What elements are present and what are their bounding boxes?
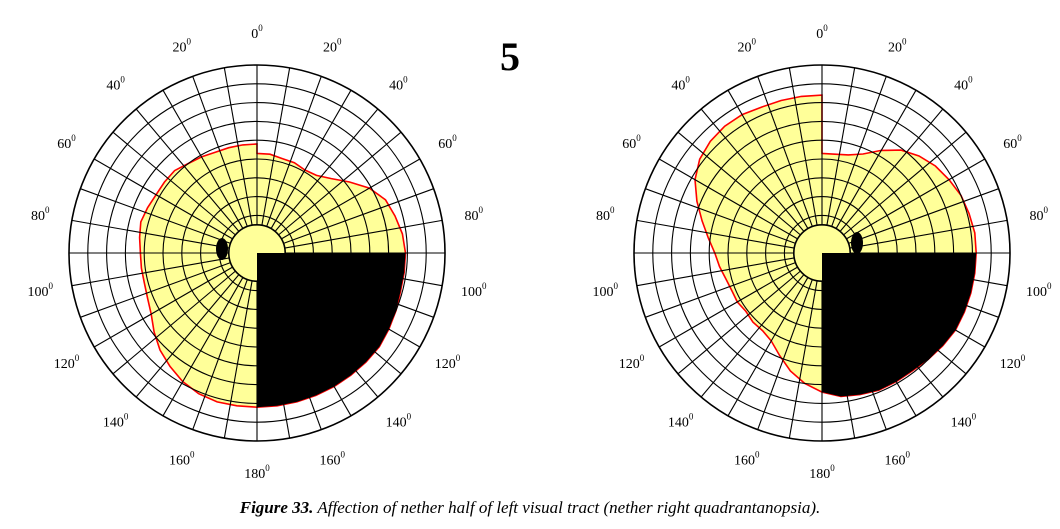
angle-label: 1400 xyxy=(668,412,694,431)
angle-label: 400 xyxy=(106,75,125,94)
angle-label: 800 xyxy=(31,205,50,224)
angle-label: 1000 xyxy=(28,281,54,300)
grid-meridian xyxy=(757,76,813,227)
grid-meridian xyxy=(270,89,352,229)
angle-label: 600 xyxy=(1003,133,1022,152)
angle-label: 1200 xyxy=(54,353,80,372)
grid-meridian xyxy=(93,266,233,348)
left-eye-visual-field-chart: 00 200 200 400 400 600 600 800 800 1000 1000 1200 12… xyxy=(28,23,487,482)
angle-label: 1600 xyxy=(884,450,910,469)
grid-meridian xyxy=(839,108,944,232)
angle-label: 1400 xyxy=(386,412,412,431)
grid-meridian xyxy=(843,131,967,236)
grid-meridian xyxy=(835,89,917,229)
angle-label: 400 xyxy=(954,75,973,94)
angle-label: 600 xyxy=(57,133,76,152)
grid-meridian xyxy=(846,158,986,240)
angle-label: 200 xyxy=(173,36,192,55)
angle-label: 00 xyxy=(816,23,828,42)
grid-meridian xyxy=(135,108,240,232)
grid-meridian xyxy=(112,270,236,375)
grid-meridian xyxy=(266,76,322,227)
angle-label: 600 xyxy=(622,133,641,152)
grid-meridian xyxy=(278,131,402,236)
grid-meridian xyxy=(283,188,434,244)
caption-label: Figure 33. xyxy=(239,498,314,517)
angle-label: 1600 xyxy=(319,450,345,469)
grid-meridian xyxy=(700,108,805,232)
grid-meridian xyxy=(281,158,421,240)
angle-label: 200 xyxy=(323,36,342,55)
angle-label: 1200 xyxy=(435,353,461,372)
grid-meridian xyxy=(223,67,253,226)
angle-label: 1200 xyxy=(619,353,645,372)
grid-meridian xyxy=(162,277,244,417)
grid-meridian xyxy=(636,219,795,249)
panel-number: 5 xyxy=(500,34,520,79)
angle-label: 600 xyxy=(438,133,457,152)
grid-meridian xyxy=(848,188,999,244)
grid-meridian xyxy=(788,67,818,226)
grid-meridian xyxy=(261,67,291,226)
caption-text: Affection of nether half of left visual … xyxy=(313,498,821,517)
grid-meridian xyxy=(757,279,813,430)
figure-caption: Figure 33. Affection of nether half of l… xyxy=(0,498,1060,518)
angle-label: 1600 xyxy=(734,450,760,469)
grid-meridian xyxy=(645,262,796,318)
grid-meridian xyxy=(645,188,796,244)
grid-meridian xyxy=(700,274,805,398)
angle-label: 800 xyxy=(1029,205,1048,224)
grid-meridian xyxy=(71,257,230,287)
grid-meridian xyxy=(658,158,798,240)
grid-meridian xyxy=(135,274,240,398)
grid-meridian xyxy=(727,277,809,417)
grid-meridian xyxy=(274,108,379,232)
grid-meridian xyxy=(788,280,818,439)
angle-label: 800 xyxy=(596,205,615,224)
grid-meridian xyxy=(727,89,809,229)
angle-label: 400 xyxy=(389,75,408,94)
grid-meridian xyxy=(223,280,253,439)
angle-label: 800 xyxy=(464,205,483,224)
angle-label: 1000 xyxy=(461,281,487,300)
grid-meridian xyxy=(849,219,1008,249)
angle-label: 1400 xyxy=(103,412,129,431)
grid-meridian xyxy=(71,219,230,249)
grid-meridian xyxy=(677,131,801,236)
grid-meridian xyxy=(80,188,231,244)
angle-label: 200 xyxy=(738,36,757,55)
blind-spot xyxy=(851,232,863,254)
grid-meridian xyxy=(284,219,443,249)
perimetry-figure: 5 00 200 200 400 400 600 600 800 800 1000 1000 1200… xyxy=(28,23,1052,482)
angle-label: 200 xyxy=(888,36,907,55)
grid-meridian xyxy=(192,279,248,430)
angle-label: 00 xyxy=(251,23,263,42)
angle-label: 1400 xyxy=(951,412,977,431)
angle-label: 1800 xyxy=(809,463,835,482)
grid-meridian xyxy=(658,266,798,348)
angle-label: 400 xyxy=(671,75,690,94)
grid-meridian xyxy=(677,270,801,375)
grid-meridian xyxy=(826,67,856,226)
grid-meridian xyxy=(192,76,248,227)
grid-meridian xyxy=(93,158,233,240)
grid-meridian xyxy=(636,257,795,287)
grid-meridian xyxy=(80,262,231,318)
grid-meridian xyxy=(162,89,244,229)
blind-spot xyxy=(216,238,228,260)
angle-label: 1200 xyxy=(1000,353,1026,372)
angle-label: 1000 xyxy=(1026,281,1052,300)
grid-meridian xyxy=(112,131,236,236)
angle-label: 1000 xyxy=(593,281,619,300)
right-eye-visual-field-chart: 00 200 200 400 400 600 600 800 800 1000 1000 1200 12… xyxy=(593,23,1052,482)
grid-meridian xyxy=(831,76,887,227)
angle-label: 1600 xyxy=(169,450,195,469)
angle-label: 1800 xyxy=(244,463,270,482)
